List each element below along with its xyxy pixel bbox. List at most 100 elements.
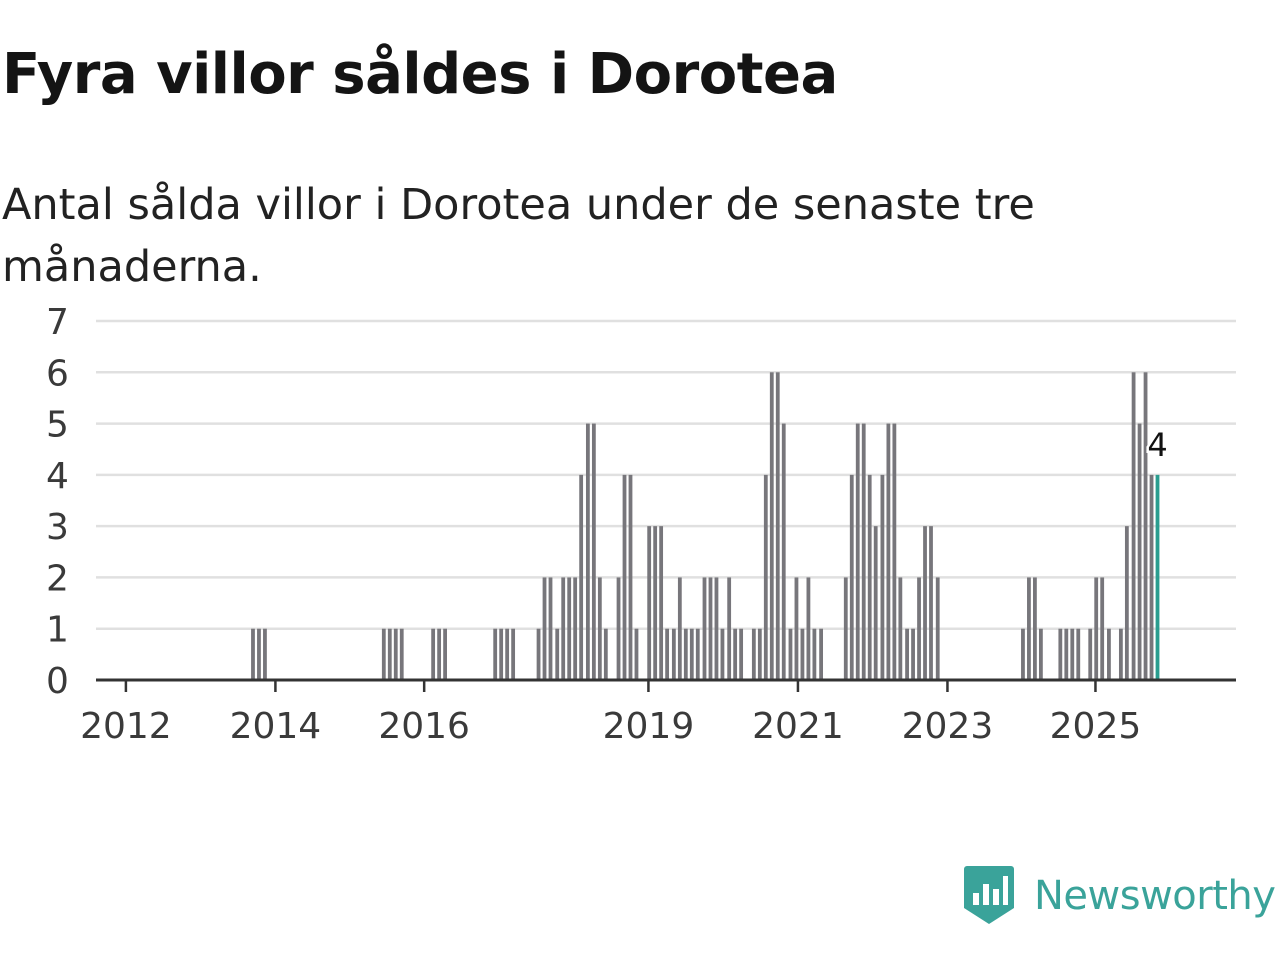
bar	[671, 628, 676, 680]
bar	[548, 577, 553, 680]
bar	[806, 577, 811, 680]
bar	[873, 526, 878, 680]
bar	[499, 628, 504, 680]
bar	[702, 577, 707, 680]
bar	[923, 526, 927, 680]
bar	[1131, 372, 1136, 680]
x-tick-label: 2023	[902, 706, 994, 747]
bar	[1064, 628, 1069, 680]
chart-title: Fyra villor såldes i Dorotea	[2, 42, 838, 107]
bar	[573, 577, 578, 680]
y-tick-label: 4	[46, 456, 69, 497]
bar	[1021, 628, 1025, 680]
bar	[788, 628, 793, 680]
bar	[585, 423, 590, 680]
bar	[751, 628, 756, 680]
bar	[757, 628, 762, 680]
bar-chart: 0 1 2 3 4 5 6 7 2012 2014 2016 2019 2021 2023 2025 4	[46, 302, 1236, 747]
bar	[1033, 577, 1037, 680]
bar	[1143, 372, 1148, 680]
bar	[542, 577, 547, 680]
axis-layer: 0 1 2 3 4 5 6 7 2012 2014 2016 2019 2021 2023 2025	[46, 302, 1236, 747]
bar	[1149, 474, 1154, 680]
x-tick-label: 2016	[378, 706, 470, 747]
bar	[708, 577, 713, 680]
bar	[257, 628, 261, 680]
bar	[555, 628, 560, 680]
bar	[812, 628, 817, 680]
bar	[628, 474, 633, 680]
bar	[1094, 577, 1099, 680]
bar	[935, 577, 940, 680]
bar	[493, 628, 498, 680]
bar	[437, 628, 442, 680]
bar	[393, 628, 398, 680]
bar	[794, 577, 799, 680]
y-tick-label: 6	[46, 353, 69, 394]
bar	[739, 628, 744, 680]
y-tick-label: 0	[46, 661, 69, 702]
bar	[622, 474, 627, 680]
bar	[443, 628, 447, 680]
bar	[886, 423, 891, 680]
bar	[536, 628, 541, 680]
bar	[561, 577, 566, 680]
bar	[880, 474, 885, 680]
bar	[763, 474, 768, 680]
bar	[634, 628, 639, 680]
y-tick-label: 5	[46, 405, 69, 446]
bar	[665, 628, 670, 680]
bar	[653, 526, 658, 680]
bar	[714, 577, 719, 680]
bar	[381, 628, 386, 680]
bar	[775, 372, 780, 680]
x-tick-label: 2014	[230, 706, 322, 747]
label-layer: 4	[1145, 423, 1170, 466]
bar	[800, 628, 805, 680]
bar	[843, 577, 848, 680]
bar	[659, 526, 664, 680]
bar	[849, 474, 854, 680]
bar	[597, 577, 602, 680]
bar-highlight	[1155, 474, 1160, 680]
bar	[251, 628, 255, 680]
bar	[898, 577, 903, 680]
bar	[1088, 628, 1093, 680]
bar	[781, 423, 786, 680]
chart-subtitle: Antal sålda villor i Dorotea under de se…	[2, 180, 1035, 292]
bar	[905, 628, 909, 680]
bar	[511, 628, 516, 680]
bar	[683, 628, 688, 680]
newsworthy-logo[interactable]: Newsworthy	[964, 866, 1276, 926]
bar	[387, 628, 392, 680]
bar	[1124, 526, 1129, 680]
bar	[1038, 628, 1043, 680]
brand-name: Newsworthy	[1034, 873, 1276, 919]
bar	[603, 628, 608, 680]
bar	[727, 577, 732, 680]
bar	[867, 474, 872, 680]
bar	[263, 628, 267, 680]
bar	[399, 628, 404, 680]
bar	[567, 577, 572, 680]
bar	[677, 577, 682, 680]
y-tick-label: 7	[46, 302, 69, 343]
bar	[720, 628, 725, 680]
bar	[917, 577, 921, 680]
y-tick-label: 1	[46, 610, 69, 651]
bar	[616, 577, 621, 680]
bar	[695, 628, 700, 680]
bar	[1058, 628, 1063, 680]
bar	[1137, 423, 1142, 680]
highlight-value-label: 4	[1147, 426, 1167, 464]
bar	[579, 474, 584, 680]
y-tick-label: 3	[46, 507, 69, 548]
bar	[892, 423, 897, 680]
bar	[1100, 577, 1105, 680]
grid-layer	[96, 319, 1236, 630]
bar	[1107, 628, 1111, 680]
bar	[591, 423, 596, 680]
bar	[861, 423, 866, 680]
bar	[733, 628, 738, 680]
bar	[689, 628, 694, 680]
